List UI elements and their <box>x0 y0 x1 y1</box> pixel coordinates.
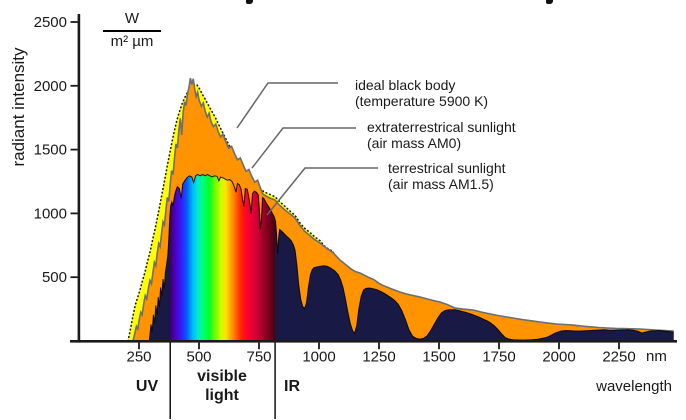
x-axis-label: wavelength <box>596 378 672 395</box>
am0-sunlight-outline <box>132 77 674 342</box>
legend-am15-sublabel: (air mass AM1.5) <box>388 176 494 192</box>
x-tick-label-250: 250 <box>126 349 151 366</box>
legend-am15-label: terrestrical sunlight <box>388 160 506 176</box>
x-tick-label-2250: 2250 <box>602 349 635 366</box>
y-tick-label-2000: 2000 <box>34 78 67 95</box>
x-axis-unit: nm <box>646 348 667 365</box>
y-tick-label-500: 500 <box>42 269 67 286</box>
y-axis-line <box>77 14 81 343</box>
y-axis-unit-numerator: W <box>124 10 140 27</box>
x-tick-label-500: 500 <box>186 349 211 366</box>
y-tick-label-1000: 1000 <box>34 205 67 222</box>
am15-sunlight-area <box>149 174 674 341</box>
leader-line-am0 <box>251 127 356 169</box>
cropped-title-fragment <box>546 0 553 4</box>
legend-am0-sublabel: (air mass AM0) <box>367 135 462 151</box>
x-tick-label-1750: 1750 <box>482 349 515 366</box>
x-tick-label-1000: 1000 <box>302 349 335 366</box>
leader-line-black-body <box>236 82 338 129</box>
visible-spectrum-band <box>170 174 276 341</box>
legend-black-body-label: ideal black body <box>355 77 456 93</box>
x-tick-label-2000: 2000 <box>542 349 575 366</box>
legend-black-body-sublabel: (temperature 5900 K) <box>355 93 489 109</box>
y-axis-label: radiant intensity <box>9 47 28 167</box>
y-axis-unit-fraction: W m² µm <box>103 9 161 52</box>
cropped-title-fragment <box>246 0 253 4</box>
band-label-ir: IR <box>284 378 300 395</box>
x-axis-line <box>70 340 677 343</box>
am15-sunlight-outline <box>148 173 674 342</box>
y-axis-unit-denominator: m² µm <box>103 30 161 52</box>
x-tick-label-1250: 1250 <box>362 349 395 366</box>
band-label-visible-light: visible light <box>197 368 247 404</box>
x-tick-label-1500: 1500 <box>422 349 455 366</box>
leader-line-am15 <box>266 167 378 216</box>
y-tick-label-2500: 2500 <box>34 14 67 31</box>
x-tick-label-750: 750 <box>246 349 271 366</box>
y-tick-label-1500: 1500 <box>34 142 67 159</box>
legend-am0-label: extraterrestrical sunlight <box>367 119 516 135</box>
band-label-uv: UV <box>135 378 159 395</box>
